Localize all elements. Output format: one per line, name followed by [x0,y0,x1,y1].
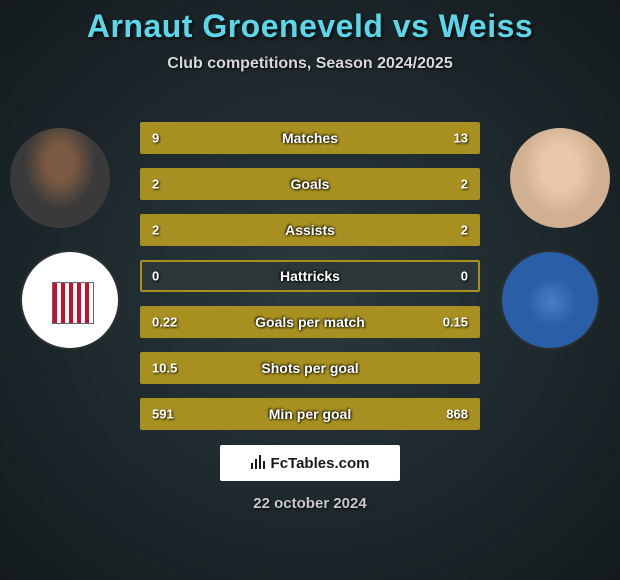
subtitle: Club competitions, Season 2024/2025 [0,55,620,73]
comparison-bars: Matches 9 13 Goals 2 2 Assists 2 2 Hattricks 0 0 Goa… [140,122,480,444]
stat-label: Hattricks [280,268,340,284]
bar-fill-left [142,170,310,198]
chart-icon [251,455,267,472]
stat-row: Goals 2 2 [140,168,480,200]
page-title: Arnaut Groeneveld vs Weiss [0,0,620,45]
stat-value-left: 591 [152,407,174,422]
stat-value-left: 2 [152,223,159,238]
stat-value-right: 2 [461,177,468,192]
stat-label: Goals per match [255,314,365,330]
bar-fill-right [310,216,478,244]
stat-value-right: 2 [461,223,468,238]
stat-value-right: 0 [461,269,468,284]
avatar-face-icon [510,128,610,228]
stat-value-right: 13 [454,131,468,146]
stat-label: Min per goal [269,406,351,422]
stat-value-left: 0.22 [152,315,177,330]
stat-value-left: 2 [152,177,159,192]
brand-text: FcTables.com [271,455,370,472]
stat-row: Shots per goal 10.5 [140,352,480,384]
stat-row: Goals per match 0.22 0.15 [140,306,480,338]
player-left-avatar [10,128,110,228]
club-right-badge [500,250,600,350]
brand-logo: FcTables.com [220,445,400,481]
stat-label: Assists [285,222,335,238]
stat-value-right: 868 [446,407,468,422]
stat-label: Goals [291,176,330,192]
stat-label: Shots per goal [261,360,358,376]
avatar-face-icon [10,128,110,228]
stat-value-right: 0.15 [443,315,468,330]
club-left-badge [20,250,120,350]
player-right-avatar [510,128,610,228]
stat-row: Assists 2 2 [140,214,480,246]
stat-row: Hattricks 0 0 [140,260,480,292]
stat-row: Matches 9 13 [140,122,480,154]
stat-row: Min per goal 591 868 [140,398,480,430]
stat-value-left: 9 [152,131,159,146]
stat-value-left: 0 [152,269,159,284]
stat-label: Matches [282,130,338,146]
date-text: 22 october 2024 [253,495,366,512]
stat-value-left: 10.5 [152,361,177,376]
bar-fill-left [142,124,280,152]
bar-fill-right [310,170,478,198]
